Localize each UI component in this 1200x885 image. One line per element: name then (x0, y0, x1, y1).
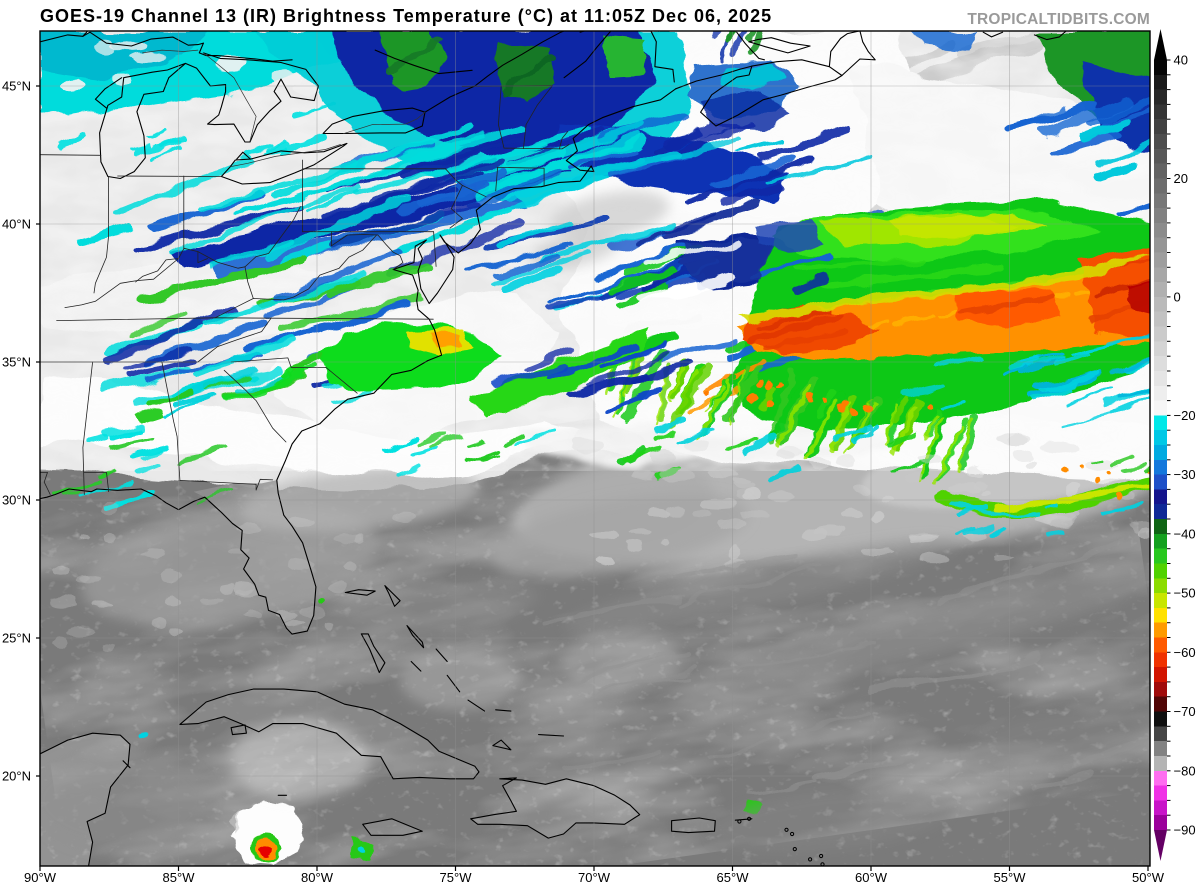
svg-text:−60: −60 (1174, 645, 1196, 660)
svg-text:70°W: 70°W (578, 870, 611, 885)
svg-text:20: 20 (1174, 171, 1188, 186)
svg-text:−80: −80 (1174, 763, 1196, 778)
svg-text:60°W: 60°W (855, 870, 888, 885)
svg-text:40°N: 40°N (2, 217, 31, 232)
svg-text:35°N: 35°N (2, 355, 31, 370)
svg-text:−50: −50 (1174, 586, 1196, 601)
svg-text:65°W: 65°W (717, 870, 750, 885)
svg-text:−90: −90 (1174, 823, 1196, 838)
svg-text:0: 0 (1174, 289, 1181, 304)
svg-text:80°W: 80°W (301, 870, 334, 885)
svg-text:−20: −20 (1174, 408, 1196, 423)
svg-text:−70: −70 (1174, 704, 1196, 719)
svg-text:TROPICALTIDBITS.COM: TROPICALTIDBITS.COM (967, 11, 1150, 28)
svg-text:−30: −30 (1174, 467, 1196, 482)
svg-text:55°W: 55°W (994, 870, 1027, 885)
svg-text:90°W: 90°W (24, 870, 57, 885)
svg-text:−40: −40 (1174, 526, 1196, 541)
svg-text:25°N: 25°N (2, 631, 31, 646)
svg-text:40: 40 (1174, 53, 1188, 68)
svg-text:45°N: 45°N (2, 79, 31, 94)
svg-text:85°W: 85°W (163, 870, 196, 885)
svg-text:GOES-19 Channel 13 (IR) Bright: GOES-19 Channel 13 (IR) Brightness Tempe… (40, 6, 772, 26)
svg-text:75°W: 75°W (440, 870, 473, 885)
svg-text:20°N: 20°N (2, 769, 31, 784)
svg-text:30°N: 30°N (2, 493, 31, 508)
svg-text:50°W: 50°W (1132, 870, 1165, 885)
